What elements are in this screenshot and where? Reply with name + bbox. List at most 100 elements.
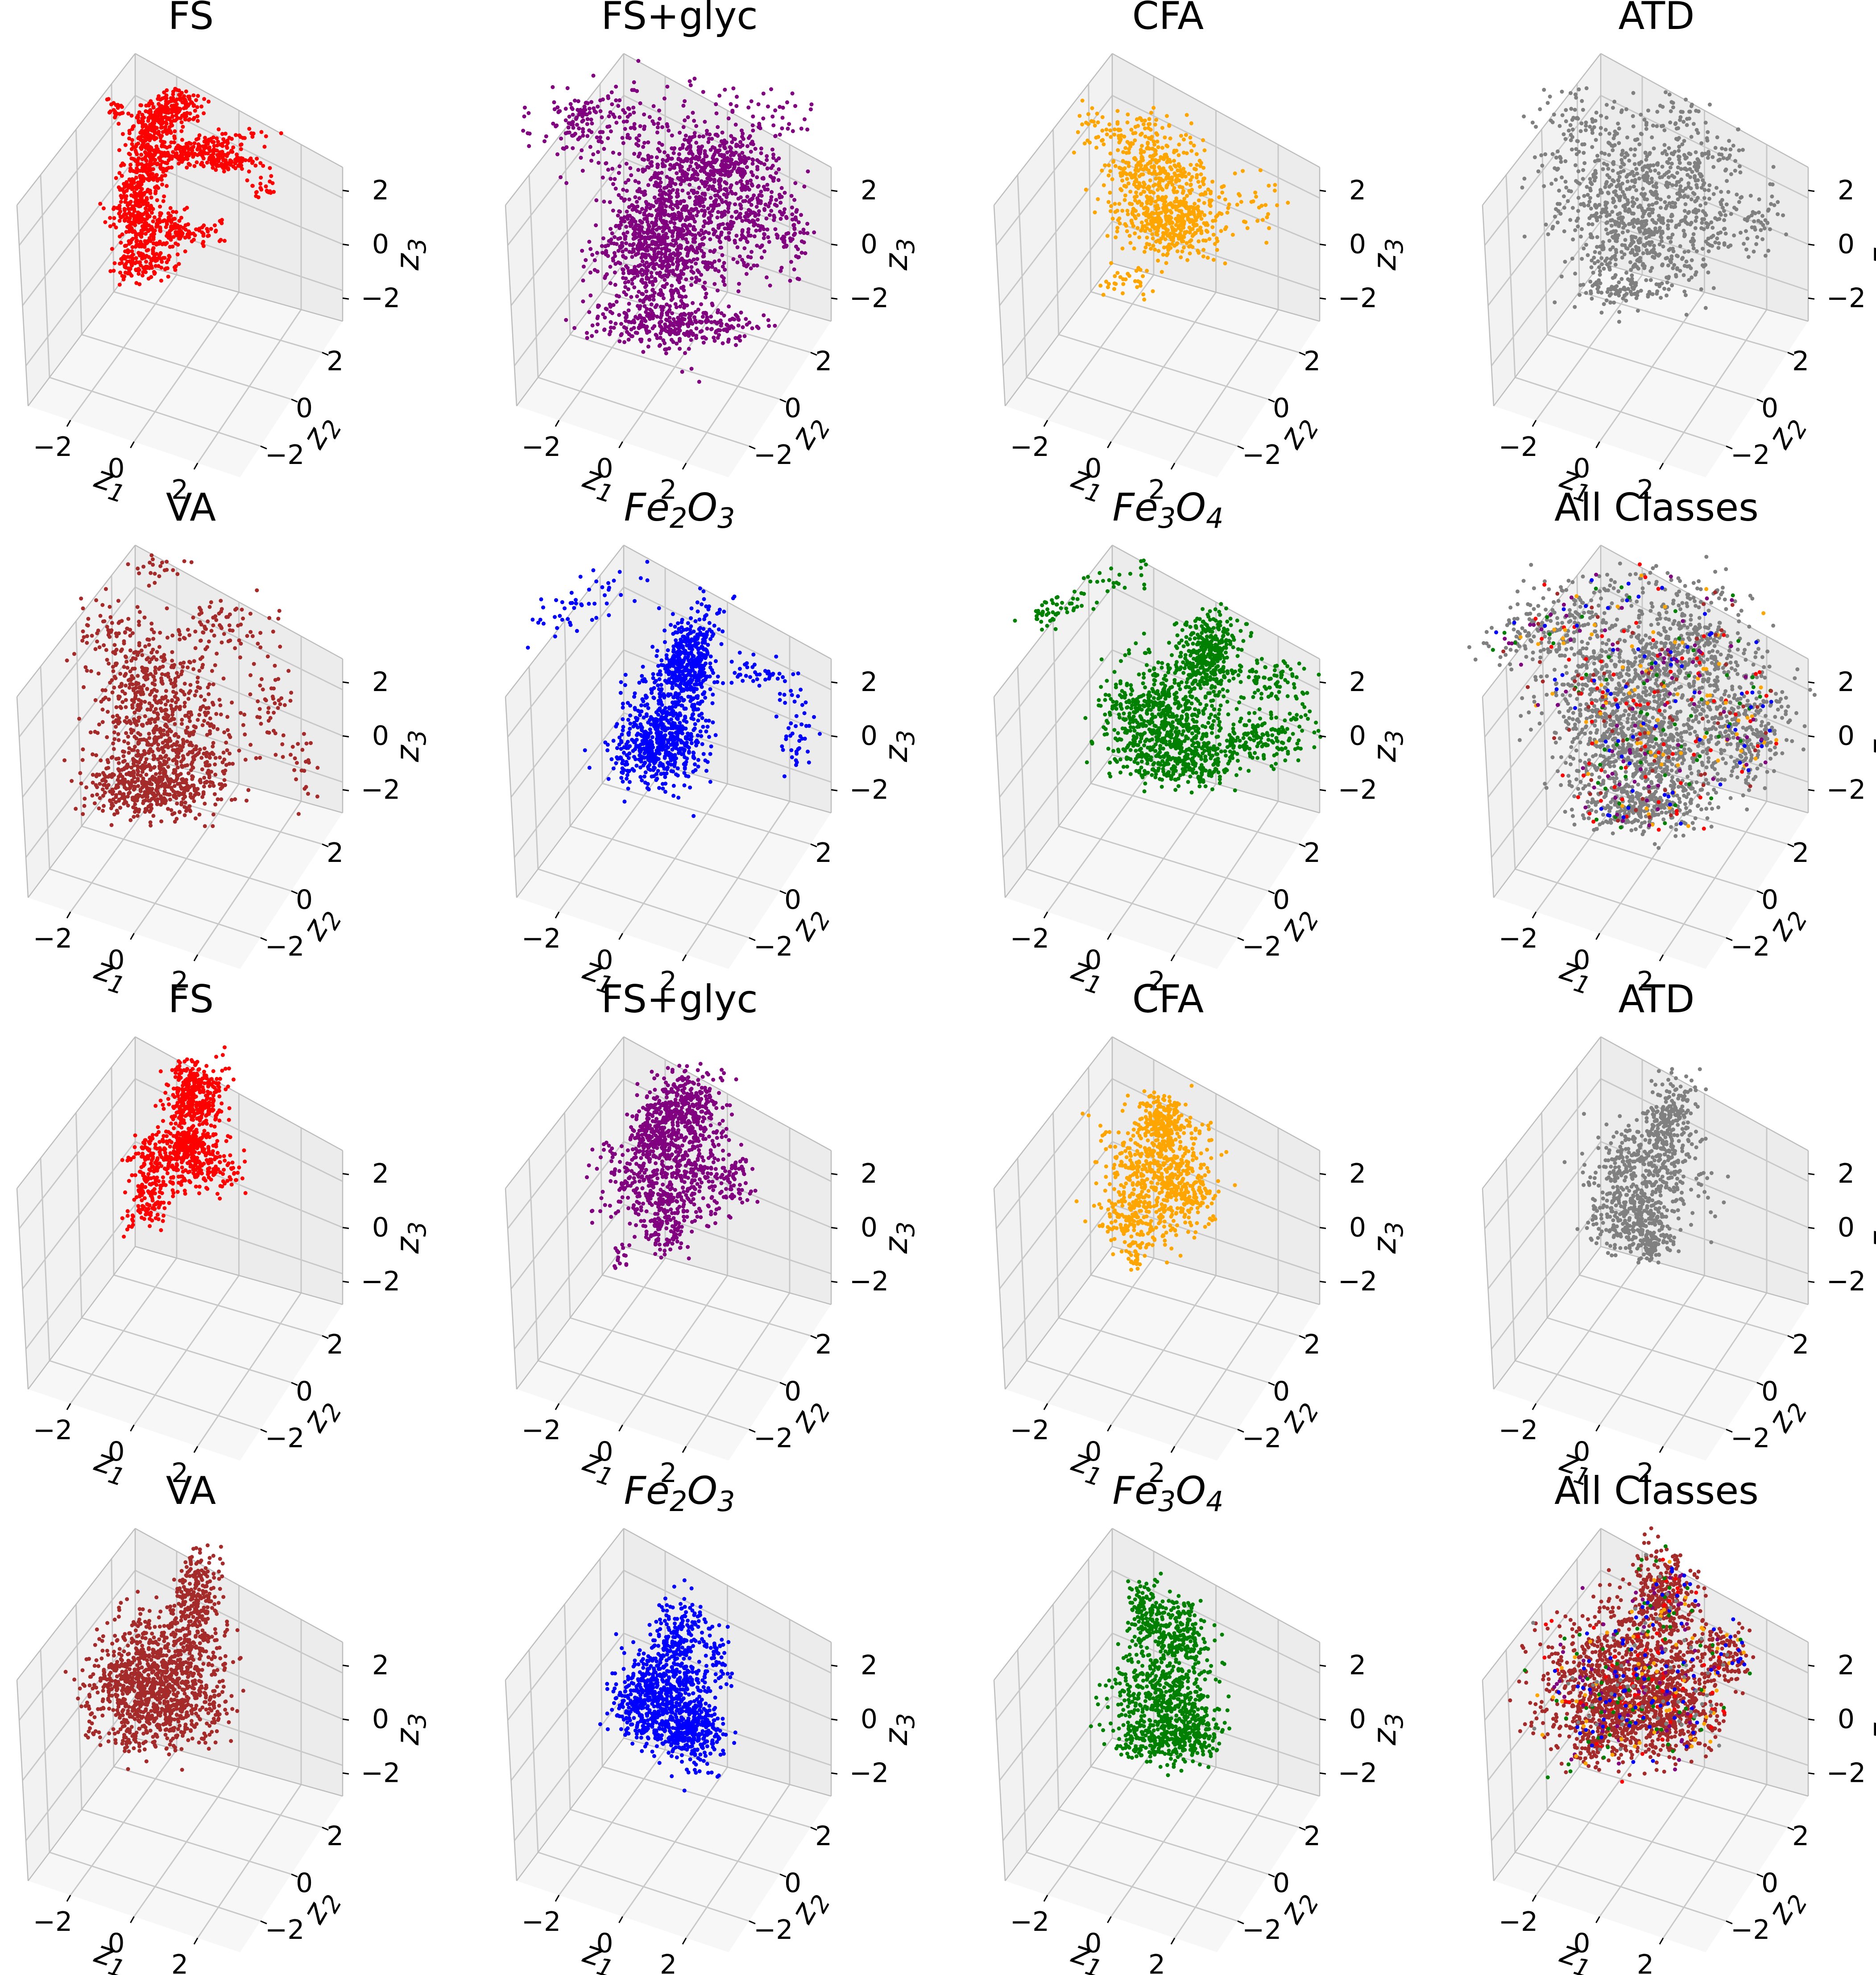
z-axis-label: z3: [389, 1221, 431, 1254]
axis-ticks: −202−202−202: [1010, 1650, 1377, 1975]
z-tick-label: −2: [1826, 1266, 1866, 1297]
y-tick-label: 0: [296, 1376, 313, 1407]
x-tick-label: 0: [108, 1928, 124, 1959]
z-axis-label: z3: [1366, 730, 1408, 762]
floor-pane: [1005, 1246, 1320, 1461]
z-tick-label: 2: [1838, 667, 1855, 698]
y-tick-label: 0: [1273, 1867, 1290, 1899]
z-axis-label: z3: [877, 1221, 920, 1254]
z-axis-label: –: [1854, 1721, 1876, 1737]
floor-pane: [1005, 755, 1320, 969]
x-tick-label: −2: [522, 1415, 561, 1446]
floor-pane: [28, 1246, 343, 1461]
axis-ticks: −202−202−202: [522, 1158, 889, 1489]
subplot-title: ATD: [1619, 977, 1695, 1022]
x-axis-label: z1: [1065, 1933, 1110, 1975]
y-tick-label: 0: [784, 1867, 801, 1899]
floor-pane: [1005, 263, 1320, 477]
y-tick-label: −2: [754, 931, 793, 962]
z-tick-label: 0: [372, 720, 389, 752]
x-axis-label: z1: [577, 1441, 621, 1492]
point-series: [1089, 1571, 1232, 1777]
floor-pane: [517, 263, 831, 477]
scatter-points: [98, 87, 283, 287]
z-tick-label: −2: [361, 774, 400, 805]
z-tick-label: 2: [372, 175, 389, 206]
z-tick-label: −2: [1338, 1266, 1377, 1297]
x-axis-label: z1: [1065, 949, 1110, 1000]
axis-ticks: −202−202−202: [522, 667, 889, 997]
y-tick-label: 0: [784, 884, 801, 915]
x-tick-label: −2: [1010, 1906, 1049, 1938]
x-tick-label: −2: [1010, 1415, 1049, 1446]
x-tick-label: 0: [596, 453, 613, 484]
scatter-points: [1562, 1067, 1730, 1265]
subplot-title: CFA: [1132, 0, 1204, 38]
point-series: [120, 1045, 248, 1239]
x-tick-label: −2: [522, 1906, 561, 1938]
scatter-points: [1072, 99, 1290, 302]
subplot-title: ATD: [1619, 0, 1695, 38]
scatter-points: [521, 59, 816, 384]
z-tick-label: 0: [372, 1704, 389, 1735]
z-axis-label: –: [1854, 738, 1876, 754]
x-tick-label: 0: [108, 944, 124, 976]
y-tick-label: 2: [1304, 1821, 1321, 1852]
x-tick-label: 2: [1637, 1457, 1654, 1489]
subplot-title: VA: [166, 1469, 216, 1513]
scatter-points: [120, 1045, 248, 1239]
z-axis-label: z3: [877, 238, 920, 271]
x-tick-label: 2: [1637, 1949, 1654, 1975]
y-tick-label: 2: [1792, 837, 1809, 869]
z-tick-label: −2: [361, 1266, 400, 1297]
y-tick-label: −2: [265, 1914, 304, 1946]
z-tick-label: 0: [372, 1212, 389, 1243]
z-axis-label: z3: [389, 1713, 431, 1746]
x-tick-label: 2: [171, 474, 188, 505]
x-axis-label: z1: [88, 949, 133, 1000]
point-series: [1074, 1084, 1237, 1272]
y-tick-label: 2: [1792, 1821, 1809, 1852]
z-tick-label: 0: [1349, 720, 1366, 752]
x-tick-label: −2: [522, 923, 561, 954]
y-tick-label: −2: [265, 439, 304, 471]
point-series: [1562, 1067, 1730, 1265]
z-tick-label: 0: [1349, 1704, 1366, 1735]
y-tick-label: 0: [1761, 884, 1778, 915]
y-tick-label: −2: [1242, 1914, 1281, 1946]
floor-pane: [1494, 1246, 1808, 1461]
x-tick-label: 0: [1085, 944, 1102, 976]
x-tick-label: 2: [1637, 474, 1654, 505]
y-tick-label: 2: [327, 1329, 344, 1360]
z-axis-label: z3: [877, 1713, 920, 1746]
x-tick-label: 2: [1148, 474, 1165, 505]
x-axis-label: z1: [1065, 458, 1110, 509]
z-tick-label: 0: [861, 720, 878, 752]
axis-ticks: −202−202−202: [1499, 1158, 1866, 1489]
subplot-title: Fe2O3: [624, 1469, 735, 1518]
z-tick-label: −2: [1826, 282, 1866, 314]
y-tick-label: 2: [1304, 1329, 1321, 1360]
z-tick-label: 0: [1838, 1704, 1855, 1735]
y-tick-label: −2: [754, 439, 793, 471]
z-tick-label: −2: [361, 282, 400, 314]
point-series: [1501, 590, 1773, 823]
z-tick-label: 0: [861, 229, 878, 260]
y-tick-label: −2: [1731, 931, 1770, 962]
x-tick-label: 0: [1573, 1436, 1590, 1467]
floor-pane: [517, 1738, 831, 1952]
axis-ticks: −202−202−202: [1010, 175, 1377, 505]
axis-ticks: −202−202−202: [1499, 1650, 1866, 1975]
subplot-title: Fe2O3: [624, 485, 735, 534]
z-tick-label: −2: [1338, 774, 1377, 805]
z-tick-label: 2: [1838, 1650, 1855, 1681]
subplot-title: All Classes: [1554, 1469, 1759, 1513]
scatter-points: [1520, 86, 1789, 324]
z-tick-label: 0: [1349, 229, 1366, 260]
axis-ticks: −202−202−202: [1499, 175, 1866, 505]
